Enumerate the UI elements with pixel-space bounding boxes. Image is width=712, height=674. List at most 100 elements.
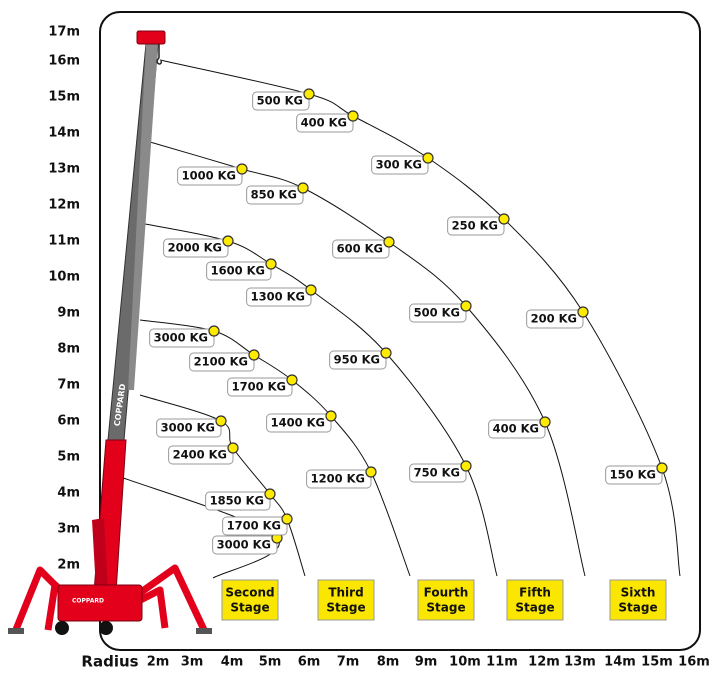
stage-label: Stage bbox=[230, 601, 269, 615]
load-dot bbox=[297, 182, 309, 194]
load-label-box bbox=[149, 328, 215, 348]
load-label-box bbox=[156, 418, 222, 438]
y-tick-label: 12m bbox=[48, 198, 80, 213]
load-point: 1850 KG bbox=[205, 488, 276, 511]
x-tick-label: 6m bbox=[298, 655, 321, 670]
y-tick-label: 3m bbox=[57, 522, 80, 537]
load-label-box bbox=[189, 352, 255, 372]
load-point: 250 KG bbox=[447, 213, 510, 236]
load-dot bbox=[498, 213, 510, 225]
load-label-box bbox=[371, 155, 429, 175]
load-dot bbox=[460, 300, 472, 312]
y-tick-label: 5m bbox=[57, 450, 80, 465]
boom-tip bbox=[136, 30, 166, 45]
load-dot bbox=[281, 513, 293, 525]
base-label: COPPARD bbox=[72, 598, 104, 605]
stage-label: Fourth bbox=[424, 586, 469, 600]
load-label: 500 KG bbox=[257, 94, 303, 108]
load-label: 3000 KG bbox=[154, 331, 208, 345]
load-label: 950 KG bbox=[334, 353, 380, 367]
load-label-box bbox=[177, 166, 243, 186]
load-dot bbox=[264, 488, 276, 500]
load-label-box bbox=[332, 239, 390, 259]
load-label: 150 KG bbox=[610, 468, 656, 482]
load-point: 500 KG bbox=[252, 88, 315, 111]
load-point: 1700 KG bbox=[227, 374, 298, 397]
y-tick-label: 16m bbox=[48, 54, 80, 69]
load-point: 1400 KG bbox=[266, 410, 337, 433]
load-dot bbox=[656, 462, 668, 474]
wheel bbox=[99, 621, 113, 635]
stage-label: Fifth bbox=[519, 586, 551, 600]
load-label: 1300 KG bbox=[251, 290, 305, 304]
x-tick-label: 4m bbox=[221, 655, 244, 670]
load-label-box bbox=[266, 413, 332, 433]
stage-box bbox=[221, 579, 279, 621]
load-dot bbox=[365, 466, 377, 478]
load-dot bbox=[236, 163, 248, 175]
foot bbox=[8, 628, 24, 634]
stage-label: Stage bbox=[326, 601, 365, 615]
load-dot bbox=[265, 258, 277, 270]
load-label-box bbox=[329, 350, 387, 370]
leg bbox=[127, 564, 209, 634]
y-tick-label: 13m bbox=[48, 162, 80, 177]
stages: SecondStageThirdStageFourthStageFifthSta… bbox=[221, 579, 667, 621]
load-label-box bbox=[222, 516, 288, 536]
x-tick-label: 14m bbox=[604, 655, 636, 670]
load-point: 2000 KG bbox=[163, 235, 234, 258]
load-labels: 3000 KG 3000 KG 2400 KG 1850 KG 1700 KG 3000 … bbox=[149, 88, 668, 555]
stage-label: Sixth bbox=[621, 586, 656, 600]
load-label-box bbox=[296, 113, 354, 133]
load-dot bbox=[222, 235, 234, 247]
load-label-box bbox=[246, 287, 312, 307]
load-dot bbox=[383, 236, 395, 248]
y-tick-label: 15m bbox=[48, 90, 80, 105]
load-label: 3000 KG bbox=[161, 421, 215, 435]
load-label-box bbox=[163, 238, 229, 258]
load-label-box bbox=[605, 465, 663, 485]
load-label: 2400 KG bbox=[173, 448, 227, 462]
load-dot bbox=[325, 410, 337, 422]
load-label: 1850 KG bbox=[210, 494, 264, 508]
load-point: 3000 KG bbox=[156, 415, 227, 438]
y-tick-label: 8m bbox=[57, 342, 80, 357]
load-label-box bbox=[227, 377, 293, 397]
load-point: 1200 KG bbox=[306, 466, 377, 489]
load-point: 400 KG bbox=[296, 110, 359, 133]
load-point: 750 KG bbox=[409, 460, 472, 483]
base-body bbox=[57, 584, 143, 622]
load-point: 300 KG bbox=[371, 152, 434, 175]
load-point: 1000 KG bbox=[177, 163, 248, 186]
load-label-box bbox=[246, 185, 304, 205]
load-label: 200 KG bbox=[531, 312, 577, 326]
load-dot bbox=[215, 415, 227, 427]
y-tick-label: 11m bbox=[48, 234, 80, 249]
load-label: 1400 KG bbox=[271, 416, 325, 430]
load-label: 2100 KG bbox=[194, 355, 248, 369]
load-point: 2100 KG bbox=[189, 349, 260, 372]
load-label-box bbox=[212, 535, 278, 555]
load-dot bbox=[305, 284, 317, 296]
load-label-box bbox=[168, 445, 234, 465]
load-label: 1600 KG bbox=[211, 264, 265, 278]
x-tick-label: 15m bbox=[641, 655, 673, 670]
y-tick-label: 7m bbox=[57, 378, 80, 393]
load-label: 850 KG bbox=[251, 188, 297, 202]
load-dot bbox=[208, 325, 220, 337]
stage-label: Stage bbox=[618, 601, 657, 615]
arc bbox=[139, 222, 498, 577]
x-tick-label: 12m bbox=[528, 655, 560, 670]
load-dot bbox=[539, 416, 551, 428]
x-tick-label: 13m bbox=[564, 655, 596, 670]
stage-box bbox=[506, 579, 564, 621]
y-tick-label: 14m bbox=[48, 126, 80, 141]
load-label-box bbox=[409, 303, 467, 323]
x-tick-label: 9m bbox=[415, 655, 438, 670]
load-label-box bbox=[306, 469, 372, 489]
load-point: 1300 KG bbox=[246, 284, 317, 307]
y-tick-label: 6m bbox=[57, 414, 80, 429]
x-axis-title: Radius bbox=[81, 653, 138, 671]
load-point: 850 KG bbox=[246, 182, 309, 205]
load-point: 1700 KG bbox=[222, 513, 293, 536]
